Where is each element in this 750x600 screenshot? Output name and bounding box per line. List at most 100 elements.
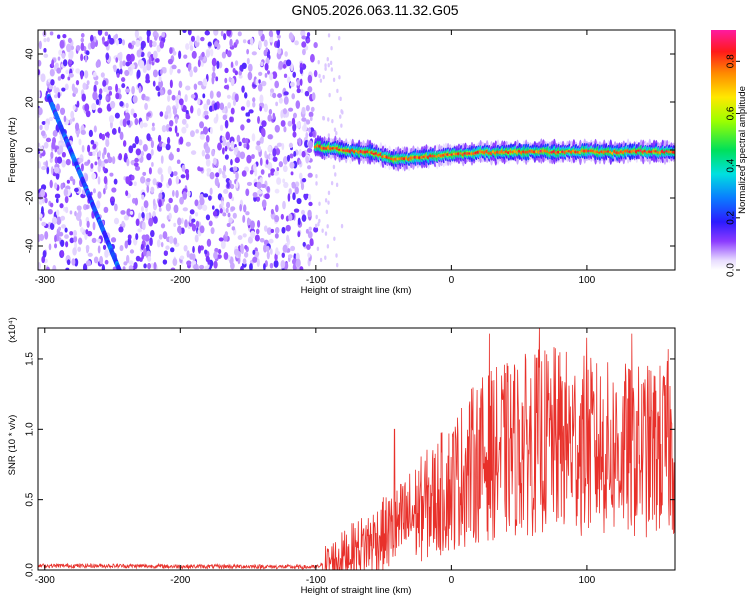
heatmap-speckle <box>224 154 229 160</box>
heatmap-speckle <box>219 102 225 111</box>
heatmap-speckle <box>147 255 152 262</box>
heatmap-speckle <box>234 248 240 256</box>
snr-series-line <box>38 328 675 570</box>
heatmap-speckle <box>334 172 337 177</box>
heatmap-speckle <box>64 227 68 233</box>
heatmap-speckle <box>54 182 58 190</box>
heatmap-speckle <box>54 62 59 69</box>
heatmap-speckle <box>235 39 239 45</box>
heatmap-speckle <box>128 260 134 265</box>
heatmap-speckle <box>196 107 201 117</box>
heatmap-speckle <box>122 140 127 147</box>
heatmap-speckle <box>43 48 47 53</box>
heatmap-speckle <box>121 77 126 83</box>
heatmap-speckle <box>207 41 212 47</box>
heatmap-speckle <box>45 137 52 143</box>
heatmap-speckle <box>288 32 294 40</box>
heatmap-speckle <box>189 253 194 260</box>
heatmap-speckle <box>157 91 161 97</box>
heatmap-speckle <box>46 266 50 270</box>
heatmap-speckle <box>276 142 283 147</box>
heatmap-speckle <box>234 157 240 164</box>
heatmap-speckle <box>134 117 139 126</box>
heatmap-speckle <box>209 90 214 100</box>
heatmap-speckle <box>235 171 239 181</box>
heatmap-speckle <box>138 139 143 146</box>
heatmap-speckle <box>117 53 123 62</box>
heatmap-speckle <box>290 245 296 252</box>
heatmap-speckle <box>114 33 119 39</box>
x-tick-label: -300 <box>35 275 55 286</box>
heatmap-speckle <box>234 60 239 66</box>
heatmap-speckle <box>61 224 67 229</box>
heatmap-speckle <box>258 40 262 49</box>
heatmap-speckle <box>159 111 164 117</box>
heatmap-speckle <box>130 108 135 116</box>
heatmap-speckle <box>241 137 247 144</box>
heatmap-speckle <box>315 173 318 179</box>
heatmap-speckle <box>249 170 254 175</box>
heatmap-speckle <box>134 165 141 171</box>
heatmap-speckle <box>97 176 101 185</box>
heatmap-speckle <box>54 147 58 153</box>
heatmap-speckle <box>280 213 284 220</box>
heatmap-speckle <box>80 37 85 43</box>
heatmap-speckle <box>206 238 212 247</box>
heatmap-speckle <box>109 100 116 109</box>
heatmap-speckle <box>153 262 157 270</box>
heatmap-speckle <box>185 85 191 91</box>
heatmap-speckle <box>58 145 64 154</box>
heatmap-speckle <box>294 186 299 195</box>
heatmap-speckle <box>338 75 341 80</box>
heatmap-speckle <box>151 162 154 167</box>
heatmap-speckle <box>307 209 312 218</box>
heatmap-speckle <box>255 228 260 235</box>
heatmap-speckle <box>213 30 219 36</box>
heatmap-speckle <box>263 49 268 57</box>
heatmap-speckle <box>226 50 232 58</box>
colorbar-tick-label: 0.0 <box>726 263 737 277</box>
heatmap-speckle <box>261 80 267 87</box>
heatmap-speckle <box>172 258 178 267</box>
heatmap-speckle <box>164 111 168 116</box>
heatmap-speckle <box>206 171 210 177</box>
heatmap-speckle <box>229 38 233 48</box>
heatmap-speckle <box>189 209 195 215</box>
heatmap-speckle <box>116 73 120 78</box>
heatmap-speckle <box>70 110 75 119</box>
heatmap-speckle <box>66 43 72 53</box>
heatmap-speckle <box>168 235 174 244</box>
heatmap-speckle <box>283 73 288 78</box>
heatmap-speckle <box>168 127 173 132</box>
heatmap-cells <box>38 30 675 270</box>
heatmap-speckle <box>275 101 279 107</box>
heatmap-speckle <box>140 42 145 51</box>
heatmap-speckle <box>203 110 209 116</box>
heatmap-speckle <box>277 93 283 98</box>
heatmap-speckle <box>163 250 169 257</box>
heatmap-speckle <box>308 193 312 201</box>
heatmap-speckle <box>41 120 46 125</box>
heatmap-speckle <box>181 217 184 224</box>
heatmap-speckle <box>38 107 43 116</box>
heatmap-speckle <box>197 245 202 254</box>
heatmap-speckle <box>194 212 199 217</box>
heatmap-speckle <box>185 110 189 115</box>
heatmap-speckle <box>102 80 107 87</box>
heatmap-speckle <box>226 30 232 37</box>
heatmap-speckle <box>199 134 205 140</box>
heatmap-speckle <box>145 73 150 82</box>
heatmap-speckle <box>193 264 199 270</box>
heatmap-speckle <box>242 39 247 44</box>
heatmap-speckle <box>64 234 69 239</box>
heatmap-speckle <box>281 142 285 151</box>
heatmap-speckle <box>281 226 286 234</box>
heatmap-speckle <box>176 159 181 165</box>
heatmap-speckle <box>315 214 318 220</box>
heatmap-speckle <box>109 172 114 177</box>
heatmap-speckle <box>326 57 329 62</box>
heatmap-speckle <box>94 161 98 166</box>
heatmap-speckle <box>307 86 313 93</box>
heatmap-speckle <box>301 48 306 56</box>
heatmap-speckle <box>264 150 267 159</box>
